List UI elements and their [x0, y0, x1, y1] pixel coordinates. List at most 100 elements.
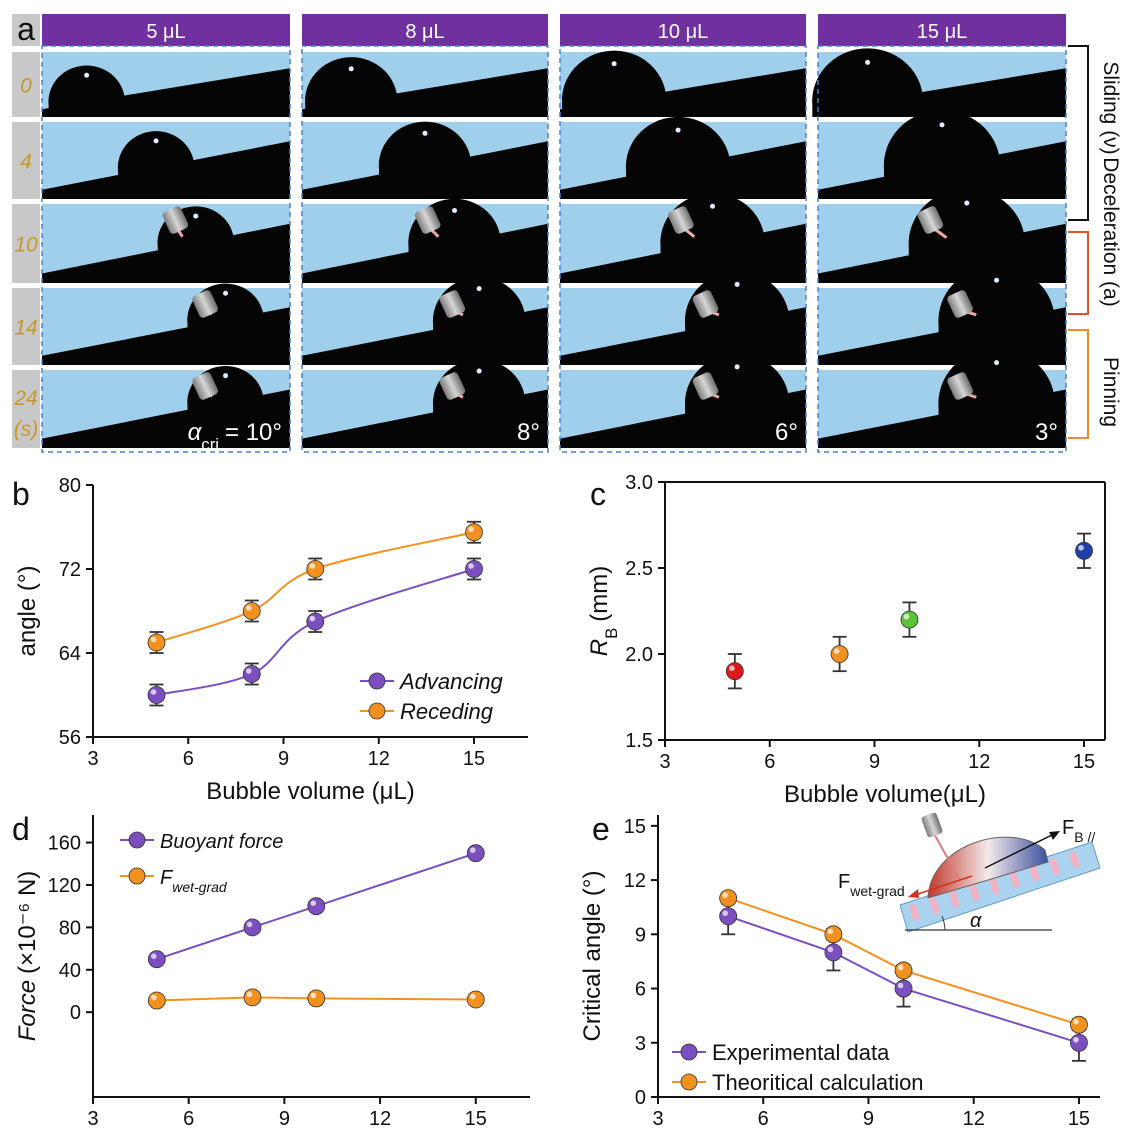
column-header — [302, 14, 548, 46]
data-point — [466, 844, 485, 863]
data-point — [1070, 1033, 1088, 1052]
x-tick-label: 6 — [764, 751, 775, 773]
point-highlight — [150, 953, 157, 959]
y-tick-label: 0 — [635, 1087, 646, 1109]
legend-label: Fwet-grad — [160, 867, 228, 895]
data-point — [242, 602, 261, 620]
data-point — [306, 560, 325, 578]
text-part: 6° — [775, 419, 798, 446]
bubble-highlight — [223, 373, 229, 379]
bubble-highlight — [710, 203, 716, 209]
row-label: 4 — [20, 151, 32, 174]
angle-label: 6° — [775, 419, 798, 446]
text-part: F — [160, 867, 174, 889]
point-highlight — [310, 992, 317, 999]
bubble — [883, 110, 1000, 199]
probe — [162, 206, 189, 234]
stage-label: Sliding (ν) — [1099, 61, 1122, 154]
series-line — [156, 531, 475, 644]
bubble-highlight — [865, 59, 871, 65]
probe — [439, 372, 466, 400]
bubble-highlight — [223, 290, 229, 296]
x-tick-label: 9 — [863, 1108, 874, 1130]
bubble-highlight — [675, 127, 681, 133]
inset-stripe — [1028, 864, 1041, 882]
inset-arrowhead — [908, 889, 919, 898]
row-label: 0 — [20, 75, 32, 98]
inset-laser — [932, 831, 961, 881]
data-point — [243, 988, 262, 1007]
text-part: R — [586, 639, 613, 656]
bubble-highlight — [734, 364, 740, 370]
y-tick-label: 9 — [635, 924, 646, 946]
column-border — [301, 45, 549, 453]
bubble-highlight — [964, 200, 970, 206]
bubble-highlight — [153, 138, 159, 144]
legend-marker — [680, 1073, 698, 1091]
row-label-box — [12, 204, 40, 283]
column-header — [818, 14, 1066, 46]
x-tick-label: 15 — [465, 1108, 487, 1130]
text-part: Experimental data — [712, 1040, 890, 1065]
angle-label: 8° — [517, 419, 540, 446]
probe — [192, 372, 218, 400]
x-tick-label: 15 — [463, 748, 485, 770]
probe — [947, 372, 973, 400]
legend-marker — [680, 1043, 698, 1061]
probe — [917, 206, 944, 234]
series-line — [156, 568, 475, 696]
data-point — [894, 979, 913, 998]
inset-stripe — [948, 890, 961, 908]
point-highlight — [1073, 1018, 1079, 1025]
point-highlight — [150, 689, 157, 695]
data-point — [830, 645, 849, 663]
point-highlight — [827, 928, 834, 935]
data-point — [824, 943, 843, 962]
legend-label: Receding — [400, 699, 494, 724]
legend-marker — [368, 702, 386, 720]
point-highlight — [469, 847, 476, 853]
legend-label: Advancing — [398, 669, 504, 694]
text-part: angle (°) — [14, 566, 41, 657]
text-part: Critical angle (°) — [579, 871, 606, 1042]
y-tick-label: 40 — [59, 960, 81, 982]
point-highlight — [309, 563, 316, 569]
inset-force-label: FB // — [1062, 817, 1095, 845]
text-part: wet-grad — [172, 879, 228, 895]
probe — [668, 206, 694, 234]
bubble — [812, 48, 923, 117]
panel-label: c — [590, 476, 606, 512]
y-tick-label: 64 — [59, 643, 81, 665]
y-tick-label: 80 — [59, 917, 81, 939]
bubble-highlight — [939, 122, 945, 128]
data-point — [466, 990, 485, 1009]
inset-angle: α — [970, 910, 982, 932]
probe — [439, 290, 466, 318]
data-point — [147, 991, 166, 1010]
probe — [947, 290, 973, 318]
panel-label: b — [12, 476, 30, 512]
text-part: cri — [201, 435, 219, 454]
legend-marker — [128, 831, 146, 849]
y-tick-label: 3.0 — [625, 472, 653, 494]
y-axis-label: Force (×10⁻⁶ N) — [14, 871, 41, 1042]
text-part: B // — [1074, 829, 1095, 845]
point-highlight — [245, 605, 252, 611]
bubble — [625, 116, 731, 199]
data-point — [147, 950, 166, 969]
column-border — [559, 45, 807, 453]
bubble-highlight — [734, 281, 740, 287]
text-part: (mm) — [586, 566, 613, 622]
inset-force-arrow — [911, 875, 973, 897]
probe — [692, 290, 719, 318]
bubble-highlight — [994, 360, 1000, 366]
x-axis-label: Bubble volume(μL) — [784, 781, 986, 808]
data-point — [719, 889, 738, 908]
y-tick-label: 160 — [48, 833, 81, 855]
column-header-label: 10 μL — [658, 21, 708, 43]
data-point — [900, 610, 919, 629]
inset-stripe — [988, 877, 1001, 895]
x-tick-label: 9 — [278, 748, 289, 770]
x-tick-label: 12 — [369, 1108, 391, 1130]
y-axis-label: RB (mm) — [586, 566, 621, 657]
